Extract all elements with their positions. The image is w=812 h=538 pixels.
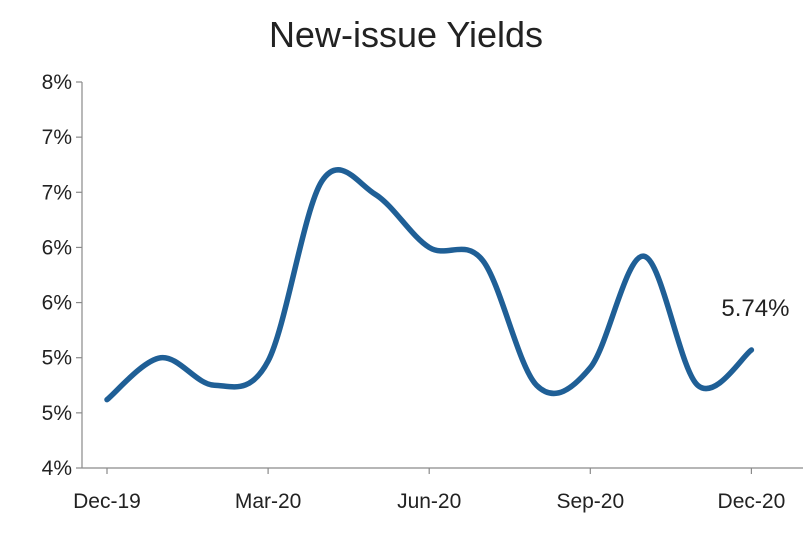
y-tick-label: 8% bbox=[42, 71, 72, 94]
chart-title: New-issue Yields bbox=[268, 14, 544, 55]
y-tick-label: 6% bbox=[42, 236, 72, 259]
y-tick-label: 4% bbox=[42, 457, 72, 480]
y-tick-label: 7% bbox=[42, 126, 72, 149]
x-tick-label: Dec-20 bbox=[718, 490, 786, 513]
series-line bbox=[104, 167, 755, 403]
x-tick-label: Mar-20 bbox=[235, 490, 302, 513]
y-tick-label: 5% bbox=[42, 402, 72, 425]
x-tick-label: Sep-20 bbox=[556, 490, 624, 513]
y-tick-label: 6% bbox=[42, 292, 72, 315]
x-tick-label: Jun-20 bbox=[397, 490, 461, 513]
y-tick-label: 7% bbox=[42, 181, 72, 204]
x-tick-label: Dec-19 bbox=[73, 490, 141, 513]
y-tick-label: 5% bbox=[42, 347, 72, 370]
value-annotation: 5.74% bbox=[721, 295, 789, 322]
